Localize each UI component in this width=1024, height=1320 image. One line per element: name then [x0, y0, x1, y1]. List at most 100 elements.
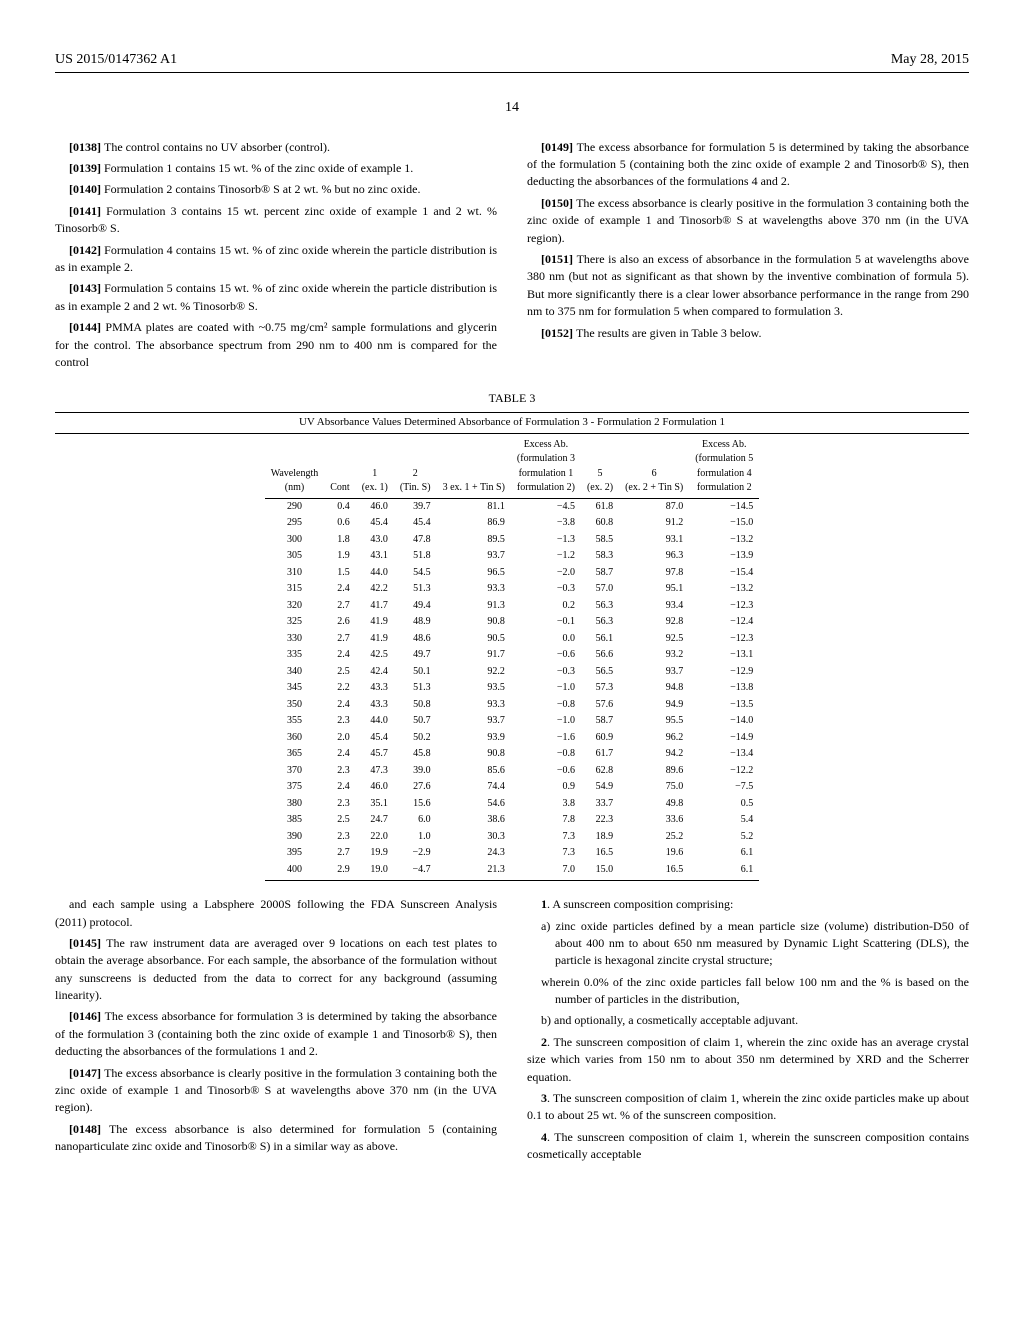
table-cell: 41.7: [356, 598, 394, 615]
table-cell: 87.0: [619, 498, 689, 515]
table-cell: −13.1: [689, 647, 759, 664]
table-cell: 340: [265, 664, 325, 681]
table-cell: 2.3: [324, 829, 355, 846]
table-cell: 7.3: [511, 845, 581, 862]
table-cell: 54.6: [437, 796, 511, 813]
table-cell: 16.5: [619, 862, 689, 881]
table-cell: 61.8: [581, 498, 619, 515]
table-cell: 320: [265, 598, 325, 615]
table-cell: 50.8: [394, 697, 437, 714]
table-cell: 2.7: [324, 845, 355, 862]
paragraph-text: The excess absorbance is clearly positiv…: [527, 196, 969, 245]
table-cell: 5.4: [689, 812, 759, 829]
paragraph: [0139] Formulation 1 contains 15 wt. % o…: [55, 160, 497, 177]
column-header: 6(ex. 2 + Tin S): [619, 436, 689, 499]
paragraph-number: [0149]: [541, 140, 577, 154]
table-cell: −15.0: [689, 515, 759, 532]
table-cell: 89.6: [619, 763, 689, 780]
table-cell: 375: [265, 779, 325, 796]
table-cell: 58.7: [581, 713, 619, 730]
table-cell: −0.8: [511, 697, 581, 714]
table-cell: 96.3: [619, 548, 689, 565]
table-row: 3602.045.450.293.9−1.660.996.2−14.9: [265, 730, 760, 747]
table-cell: 93.1: [619, 532, 689, 549]
paragraph-text: Formulation 2 contains Tinosorb® S at 2 …: [104, 182, 420, 196]
table-cell: 305: [265, 548, 325, 565]
table-cell: −4.5: [511, 498, 581, 515]
table-cell: −12.2: [689, 763, 759, 780]
table-cell: 50.7: [394, 713, 437, 730]
table-cell: −14.5: [689, 498, 759, 515]
table-cell: −0.6: [511, 647, 581, 664]
table-cell: 54.5: [394, 565, 437, 582]
claim-sub: b) and optionally, a cosmetically accept…: [527, 1012, 969, 1029]
paragraph-number: [0139]: [69, 161, 104, 175]
paragraph: [0149] The excess absorbance for formula…: [527, 139, 969, 191]
table-cell: 2.0: [324, 730, 355, 747]
table-cell: −0.3: [511, 664, 581, 681]
table-cell: 2.3: [324, 713, 355, 730]
table-row: 2950.645.445.486.9−3.860.891.2−15.0: [265, 515, 760, 532]
table-cell: 2.5: [324, 812, 355, 829]
table-row: 3702.347.339.085.6−0.662.889.6−12.2: [265, 763, 760, 780]
column-header: Excess Ab.(formulation 3formulation 1for…: [511, 436, 581, 499]
paragraph-number: [0147]: [69, 1066, 104, 1080]
table-cell: 2.3: [324, 763, 355, 780]
table-cell: 61.7: [581, 746, 619, 763]
table-cell: −13.5: [689, 697, 759, 714]
table-cell: 86.9: [437, 515, 511, 532]
table-cell: 33.6: [619, 812, 689, 829]
claim-sub: a) zinc oxide particles defined by a mea…: [527, 918, 969, 970]
table-cell: 15.6: [394, 796, 437, 813]
table-cell: 350: [265, 697, 325, 714]
table-cell: 93.4: [619, 598, 689, 615]
paragraph: [0146] The excess absorbance for formula…: [55, 1008, 497, 1060]
paragraph-number: [0144]: [69, 320, 105, 334]
table-cell: 30.3: [437, 829, 511, 846]
paragraph-text: The excess absorbance for formulation 5 …: [527, 140, 969, 189]
table-cell: 57.0: [581, 581, 619, 598]
table-cell: 93.3: [437, 697, 511, 714]
paragraph-number: [0152]: [541, 326, 576, 340]
table-cell: 2.4: [324, 779, 355, 796]
paragraph-text: Formulation 1 contains 15 wt. % of the z…: [104, 161, 413, 175]
table-cell: 93.3: [437, 581, 511, 598]
table-cell: 0.0: [511, 631, 581, 648]
table-cell: 97.8: [619, 565, 689, 582]
table-cell: −13.4: [689, 746, 759, 763]
table-cell: 24.7: [356, 812, 394, 829]
table-row: 3452.243.351.393.5−1.057.394.8−13.8: [265, 680, 760, 697]
table-cell: 94.2: [619, 746, 689, 763]
table-cell: 360: [265, 730, 325, 747]
table-cell: 56.1: [581, 631, 619, 648]
table-cell: 42.4: [356, 664, 394, 681]
table-cell: 44.0: [356, 565, 394, 582]
table-cell: 42.5: [356, 647, 394, 664]
table-cell: 93.5: [437, 680, 511, 697]
table-cell: 91.3: [437, 598, 511, 615]
table-cell: 315: [265, 581, 325, 598]
table-cell: −4.7: [394, 862, 437, 881]
page-number: 14: [55, 98, 969, 118]
paragraph-text: Formulation 3 contains 15 wt. percent zi…: [55, 204, 497, 235]
table-cell: 39.0: [394, 763, 437, 780]
paragraph-text: Formulation 5 contains 15 wt. % of zinc …: [55, 281, 497, 312]
table-cell: −13.2: [689, 581, 759, 598]
table-cell: 19.0: [356, 862, 394, 881]
table-cell: 2.7: [324, 631, 355, 648]
table-cell: −1.0: [511, 713, 581, 730]
table-cell: 60.8: [581, 515, 619, 532]
table-cell: 1.9: [324, 548, 355, 565]
table-cell: −1.3: [511, 532, 581, 549]
table-cell: 325: [265, 614, 325, 631]
table-row: 3552.344.050.793.7−1.058.795.5−14.0: [265, 713, 760, 730]
paragraph: [0140] Formulation 2 contains Tinosorb® …: [55, 181, 497, 198]
claim: 2. The sunscreen composition of claim 1,…: [527, 1034, 969, 1086]
table-caption: UV Absorbance Values Determined Absorban…: [55, 412, 969, 434]
paragraph-number: [0143]: [69, 281, 104, 295]
table-cell: 395: [265, 845, 325, 862]
table-cell: 49.7: [394, 647, 437, 664]
table-cell: 330: [265, 631, 325, 648]
table-cell: 0.6: [324, 515, 355, 532]
lower-columns: and each sample using a Labsphere 2000S …: [55, 896, 969, 1167]
